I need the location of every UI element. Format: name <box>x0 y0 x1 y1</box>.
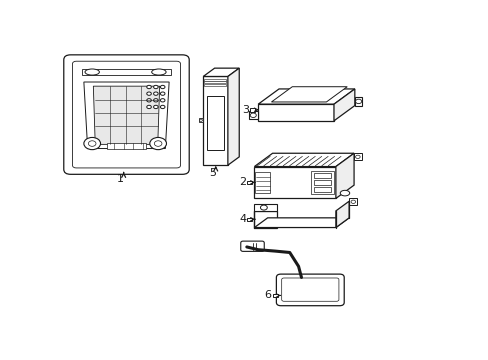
Polygon shape <box>348 198 357 205</box>
Circle shape <box>160 105 164 109</box>
Circle shape <box>199 119 202 121</box>
Bar <box>255 172 270 193</box>
Ellipse shape <box>85 69 99 75</box>
Circle shape <box>146 92 151 95</box>
Polygon shape <box>335 201 348 228</box>
Text: 1: 1 <box>116 174 123 184</box>
Circle shape <box>153 105 158 109</box>
Polygon shape <box>84 82 169 149</box>
Circle shape <box>146 99 151 102</box>
Circle shape <box>146 85 151 89</box>
FancyBboxPatch shape <box>276 274 344 306</box>
FancyBboxPatch shape <box>72 61 180 168</box>
Bar <box>313 180 330 185</box>
Polygon shape <box>248 111 258 120</box>
Circle shape <box>250 113 256 117</box>
Ellipse shape <box>340 190 349 196</box>
Bar <box>249 108 254 112</box>
Polygon shape <box>203 76 227 165</box>
Polygon shape <box>258 104 333 121</box>
Bar <box>310 171 333 194</box>
Bar <box>247 217 252 221</box>
Polygon shape <box>254 211 277 228</box>
Polygon shape <box>254 167 335 198</box>
Text: 2: 2 <box>239 177 245 187</box>
Polygon shape <box>335 153 353 198</box>
Circle shape <box>153 85 158 89</box>
Circle shape <box>146 105 151 109</box>
Polygon shape <box>254 153 353 167</box>
Polygon shape <box>93 86 159 144</box>
Bar <box>313 174 330 179</box>
Polygon shape <box>254 204 277 211</box>
FancyBboxPatch shape <box>281 278 338 301</box>
Circle shape <box>260 205 267 210</box>
Polygon shape <box>353 153 361 160</box>
Bar <box>313 187 330 192</box>
Polygon shape <box>258 89 354 104</box>
Circle shape <box>350 200 355 203</box>
FancyBboxPatch shape <box>240 241 264 251</box>
Circle shape <box>355 99 361 104</box>
Bar <box>204 81 226 84</box>
Polygon shape <box>203 68 239 76</box>
Circle shape <box>149 138 166 150</box>
Polygon shape <box>199 118 203 122</box>
FancyBboxPatch shape <box>63 55 189 174</box>
Circle shape <box>160 99 164 102</box>
Circle shape <box>88 141 96 146</box>
Circle shape <box>355 155 359 158</box>
Bar <box>206 96 224 150</box>
Circle shape <box>153 92 158 95</box>
Bar <box>272 294 277 297</box>
Text: 6: 6 <box>264 291 271 301</box>
Polygon shape <box>333 89 354 121</box>
Bar <box>204 84 226 86</box>
Polygon shape <box>254 218 348 228</box>
Circle shape <box>84 138 101 150</box>
Circle shape <box>160 85 164 89</box>
Text: 3: 3 <box>241 105 248 115</box>
Bar <box>247 181 252 184</box>
Text: 4: 4 <box>239 214 245 224</box>
Polygon shape <box>271 87 346 102</box>
Text: 5: 5 <box>209 168 216 179</box>
Ellipse shape <box>151 69 166 75</box>
Circle shape <box>153 99 158 102</box>
Polygon shape <box>354 97 362 105</box>
Circle shape <box>160 92 164 95</box>
Polygon shape <box>227 68 239 165</box>
Bar <box>82 69 171 75</box>
Bar <box>204 79 226 81</box>
Circle shape <box>154 141 162 146</box>
Bar <box>106 143 146 149</box>
